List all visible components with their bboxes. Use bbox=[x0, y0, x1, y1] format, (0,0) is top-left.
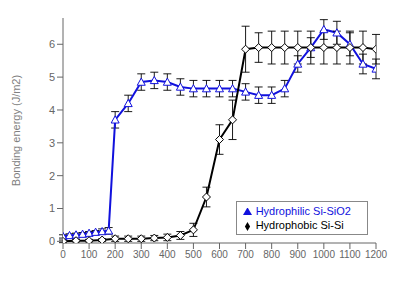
svg-text:800: 800 bbox=[263, 249, 280, 260]
svg-text:2: 2 bbox=[49, 170, 55, 182]
svg-text:6: 6 bbox=[49, 38, 55, 50]
svg-text:400: 400 bbox=[159, 249, 176, 260]
svg-text:4: 4 bbox=[49, 104, 55, 116]
svg-text:900: 900 bbox=[289, 249, 306, 260]
svg-text:500: 500 bbox=[185, 249, 202, 260]
svg-text:1000: 1000 bbox=[313, 249, 336, 260]
svg-text:0: 0 bbox=[49, 235, 55, 247]
svg-text:300: 300 bbox=[133, 249, 150, 260]
svg-text:0: 0 bbox=[60, 249, 66, 260]
svg-text:5: 5 bbox=[49, 71, 55, 83]
svg-text:100: 100 bbox=[81, 249, 98, 260]
html-text:Hydrophilic Si-SiO2: Hydrophilic Si-SiO2 bbox=[255, 205, 351, 217]
svg-text:Bonding energy (J/m2): Bonding energy (J/m2) bbox=[10, 75, 22, 186]
svg-text:700: 700 bbox=[237, 249, 254, 260]
svg-text:1: 1 bbox=[49, 202, 55, 214]
svg-text:1100: 1100 bbox=[339, 249, 361, 260]
svg-text:200: 200 bbox=[107, 249, 124, 260]
html-text:Hydrophobic Si-Si: Hydrophobic Si-Si bbox=[255, 219, 344, 231]
svg-text:3: 3 bbox=[49, 137, 55, 149]
svg-text:1200: 1200 bbox=[365, 249, 388, 260]
svg-text:600: 600 bbox=[211, 249, 228, 260]
